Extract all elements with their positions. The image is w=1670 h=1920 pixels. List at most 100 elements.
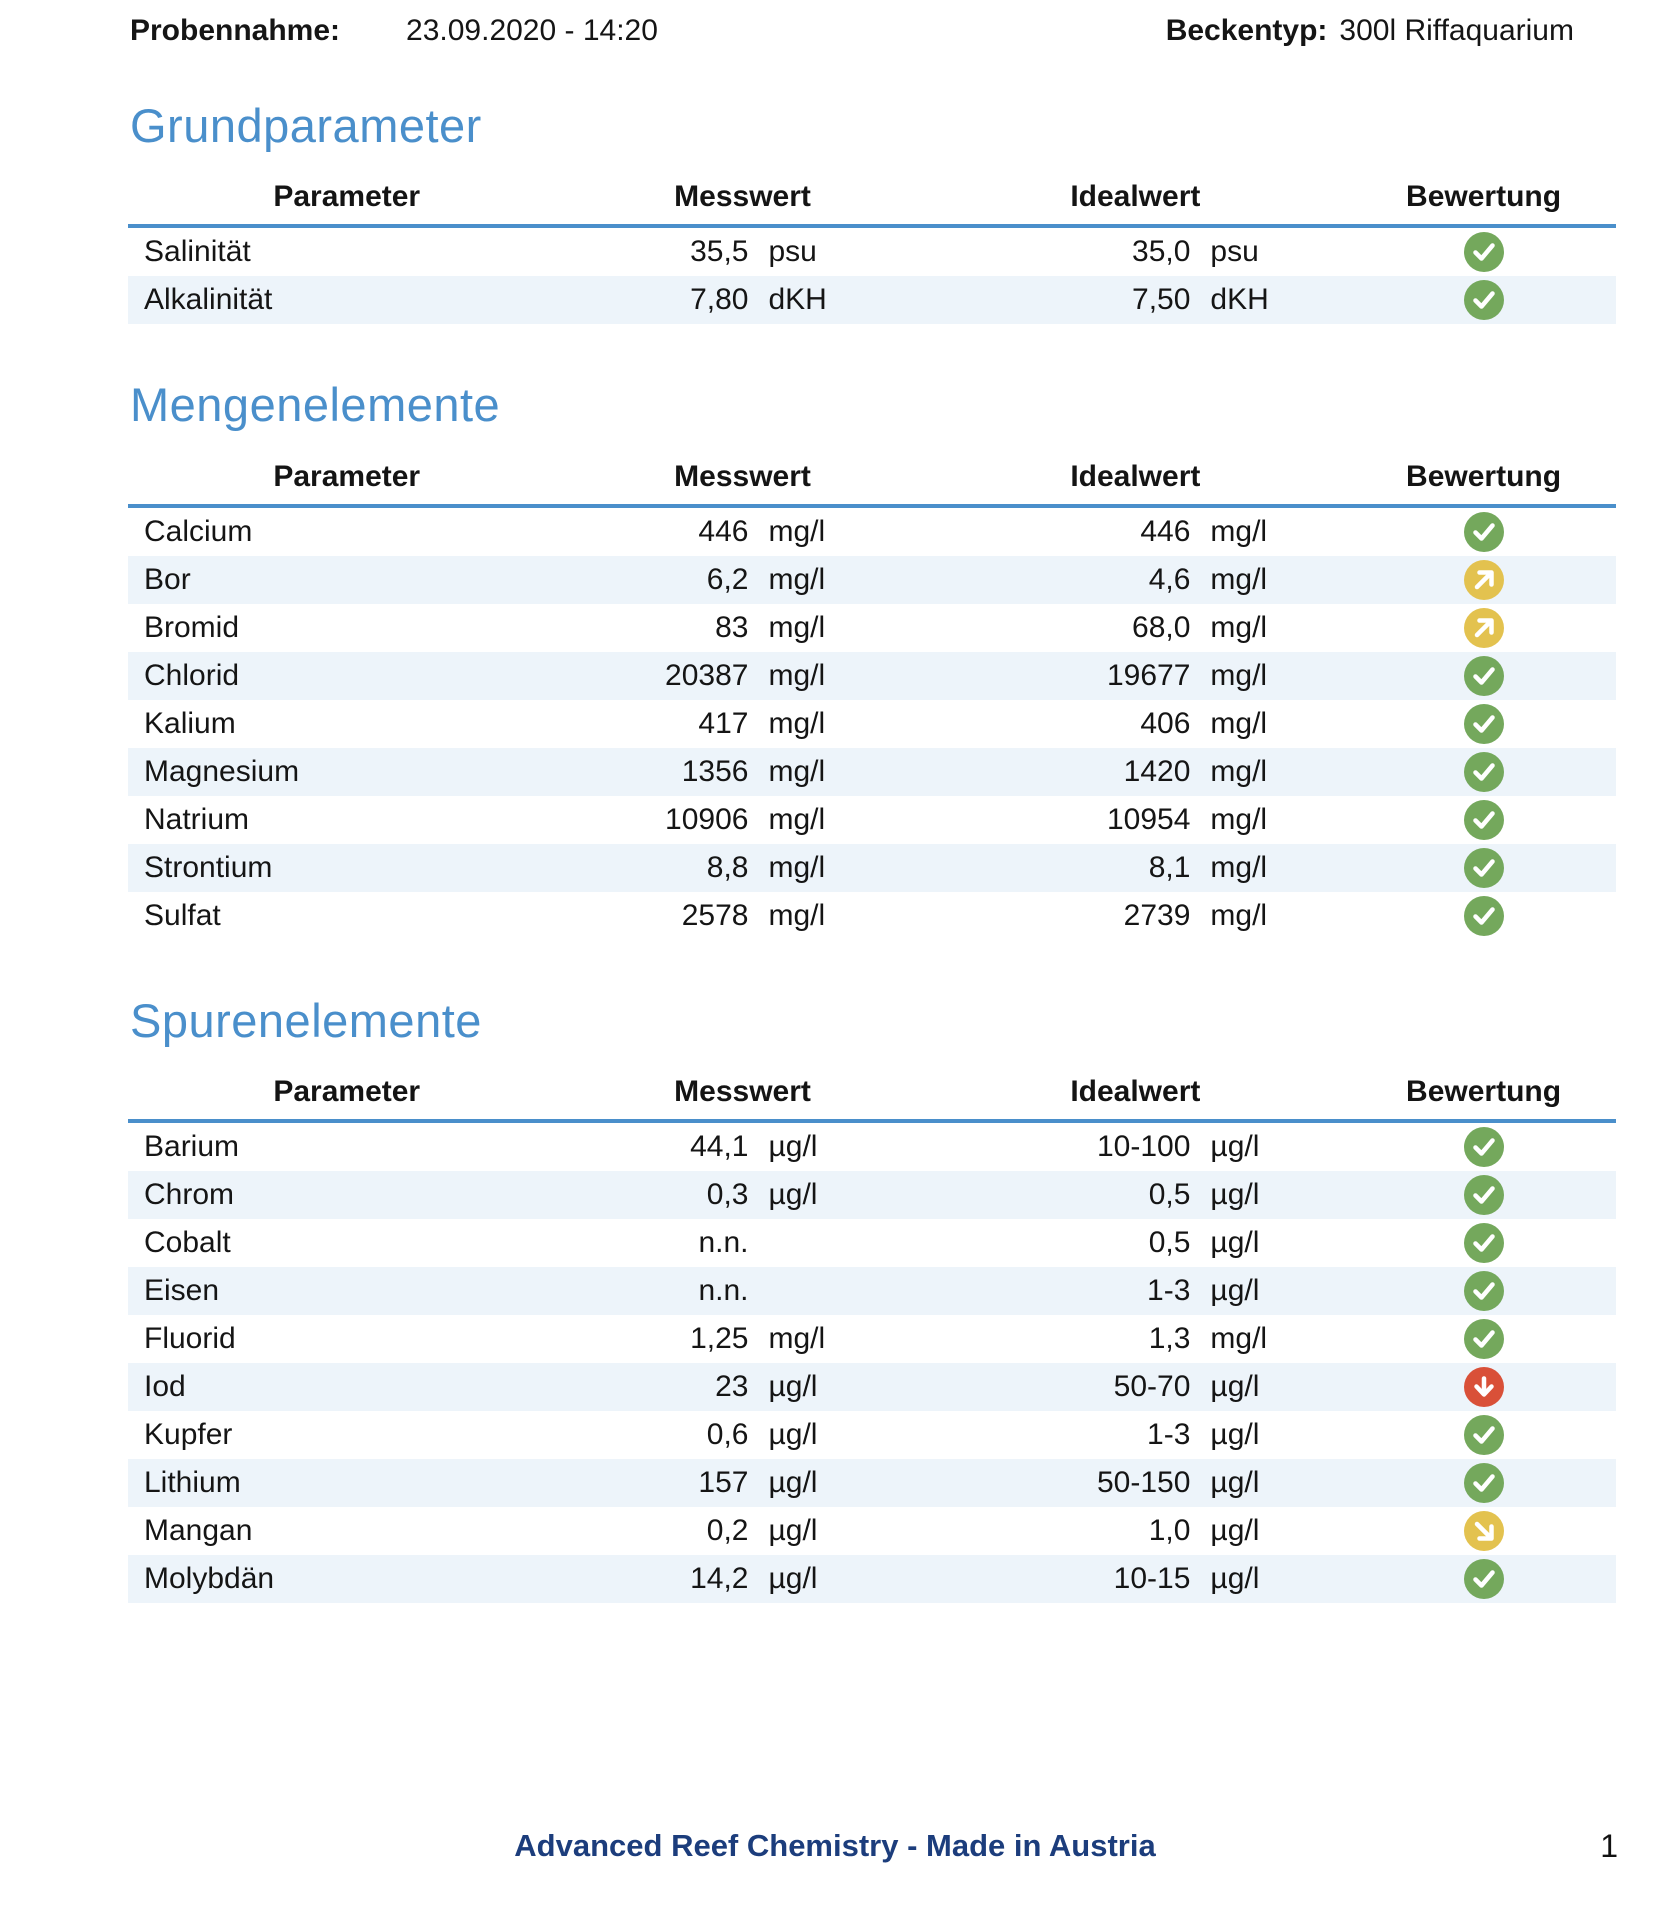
check-icon	[1463, 799, 1504, 840]
footer-brand-text: Advanced Reef Chemistry - Made in Austri…	[514, 1828, 1156, 1863]
idealwert-unit: mg/l	[1210, 562, 1268, 596]
messwert-unit: µg/l	[768, 1370, 818, 1404]
idealwert-unit: µg/l	[1210, 1130, 1260, 1164]
idealwert-unit: mg/l	[1210, 610, 1268, 644]
parameter-name: Cobalt	[144, 1226, 231, 1260]
messwert-value: 8,8	[706, 850, 749, 884]
check-icon	[1463, 847, 1504, 888]
column-header-bewertung: Bewertung	[1351, 453, 1616, 508]
check-icon	[1463, 1463, 1504, 1504]
idealwert-value: 8,1	[1148, 850, 1191, 884]
section-title: Spurenelemente	[130, 993, 482, 1047]
idealwert-value: 1,3	[1148, 1322, 1191, 1356]
idealwert-value: 50-150	[1096, 1466, 1191, 1500]
parameter-table: Parameter Messwert Idealwert Bewertung Calci…	[128, 453, 1616, 940]
rating-cell	[1351, 1171, 1616, 1219]
messwert-value: 2578	[681, 898, 749, 932]
parameter-name: Kalium	[144, 706, 236, 740]
column-header-idealwert: Idealwert	[919, 1069, 1352, 1124]
rating-cell	[1351, 748, 1616, 796]
rating-cell	[1351, 226, 1616, 276]
parameter-name: Kupfer	[144, 1418, 233, 1452]
arrow-down-icon	[1463, 1367, 1504, 1408]
idealwert-value: 0,5	[1148, 1178, 1191, 1212]
check-icon	[1463, 511, 1504, 552]
table-row: Mangan 0,2 µg/l 1,0 µg/l	[128, 1507, 1616, 1555]
rating-cell	[1351, 276, 1616, 324]
messwert-value: n.n.	[698, 1274, 749, 1308]
check-icon	[1463, 1223, 1504, 1264]
idealwert-value: 1420	[1123, 754, 1191, 788]
messwert-unit: mg/l	[768, 706, 826, 740]
messwert-unit: µg/l	[768, 1514, 818, 1548]
messwert-value: 417	[698, 706, 749, 740]
idealwert-value: 19677	[1106, 658, 1191, 692]
messwert-unit: mg/l	[768, 514, 826, 548]
idealwert-unit: µg/l	[1210, 1514, 1260, 1548]
messwert-value: n.n.	[698, 1226, 749, 1260]
parameter-name: Lithium	[144, 1466, 241, 1500]
messwert-unit: mg/l	[768, 562, 826, 596]
idealwert-unit: mg/l	[1210, 850, 1268, 884]
messwert-unit: µg/l	[768, 1178, 818, 1212]
table-header-row: Parameter Messwert Idealwert Bewertung	[128, 453, 1616, 508]
parameter-name: Barium	[144, 1130, 240, 1164]
check-icon	[1463, 1127, 1504, 1168]
rating-cell	[1351, 1267, 1616, 1315]
parameter-name: Eisen	[144, 1274, 220, 1308]
tank-value: 300l Riffaquarium	[1339, 14, 1574, 47]
table-row: Eisen n.n. 1-3 µg/l	[128, 1267, 1616, 1316]
idealwert-unit: µg/l	[1210, 1562, 1260, 1596]
messwert-unit: µg/l	[768, 1562, 818, 1596]
messwert-value: 14,2	[690, 1562, 749, 1596]
column-header-idealwert: Idealwert	[919, 453, 1352, 508]
check-icon	[1463, 232, 1504, 273]
rating-cell	[1351, 506, 1616, 556]
messwert-unit: mg/l	[768, 754, 826, 788]
messwert-value: 0,2	[706, 1514, 749, 1548]
idealwert-value: 406	[1140, 706, 1191, 740]
column-header-bewertung: Bewertung	[1351, 1069, 1616, 1124]
idealwert-value: 1-3	[1147, 1274, 1191, 1308]
table-row: Sulfat 2578 mg/l 2739 mg/l	[128, 892, 1616, 940]
section-title: Grundparameter	[130, 99, 482, 152]
section-title: Mengenelemente	[130, 378, 501, 432]
parameter-table: Parameter Messwert Idealwert Bewertung Salin…	[128, 174, 1616, 325]
check-icon	[1463, 280, 1504, 321]
idealwert-unit: mg/l	[1210, 754, 1268, 788]
idealwert-value: 2739	[1123, 898, 1191, 932]
check-icon	[1463, 655, 1504, 696]
idealwert-unit: dKH	[1210, 283, 1269, 317]
check-icon	[1463, 1415, 1504, 1456]
idealwert-unit: mg/l	[1210, 514, 1268, 548]
parameter-name: Natrium	[144, 802, 250, 836]
table-row: Chrom 0,3 µg/l 0,5 µg/l	[128, 1171, 1616, 1220]
messwert-value: 7,80	[690, 283, 749, 317]
idealwert-value: 10-100	[1096, 1130, 1191, 1164]
parameter-name: Chlorid	[144, 658, 240, 692]
parameter-name: Calcium	[144, 514, 253, 548]
idealwert-unit: µg/l	[1210, 1226, 1260, 1260]
idealwert-unit: µg/l	[1210, 1274, 1260, 1308]
messwert-unit: mg/l	[768, 802, 826, 836]
sample-value: 23.09.2020 - 14:20	[406, 14, 658, 47]
messwert-unit: mg/l	[768, 898, 826, 932]
idealwert-value: 10954	[1106, 802, 1191, 836]
table-row: Kalium 417 mg/l 406 mg/l	[128, 700, 1616, 748]
column-header-parameter: Parameter	[128, 1069, 566, 1124]
idealwert-value: 446	[1140, 514, 1191, 548]
column-header-idealwert: Idealwert	[919, 174, 1352, 229]
rating-cell	[1351, 1219, 1616, 1267]
parameter-name: Bor	[144, 562, 191, 596]
rating-cell	[1351, 700, 1616, 748]
idealwert-unit: mg/l	[1210, 802, 1268, 836]
table-row: Calcium 446 mg/l 446 mg/l	[128, 506, 1616, 556]
messwert-value: 1356	[681, 754, 749, 788]
table-row: Iod 23 µg/l 50-70 µg/l	[128, 1363, 1616, 1412]
idealwert-value: 50-70	[1113, 1370, 1191, 1404]
idealwert-value: 4,6	[1148, 562, 1191, 596]
rating-cell	[1351, 1411, 1616, 1459]
rating-cell	[1351, 844, 1616, 892]
idealwert-value: 10-15	[1113, 1562, 1191, 1596]
